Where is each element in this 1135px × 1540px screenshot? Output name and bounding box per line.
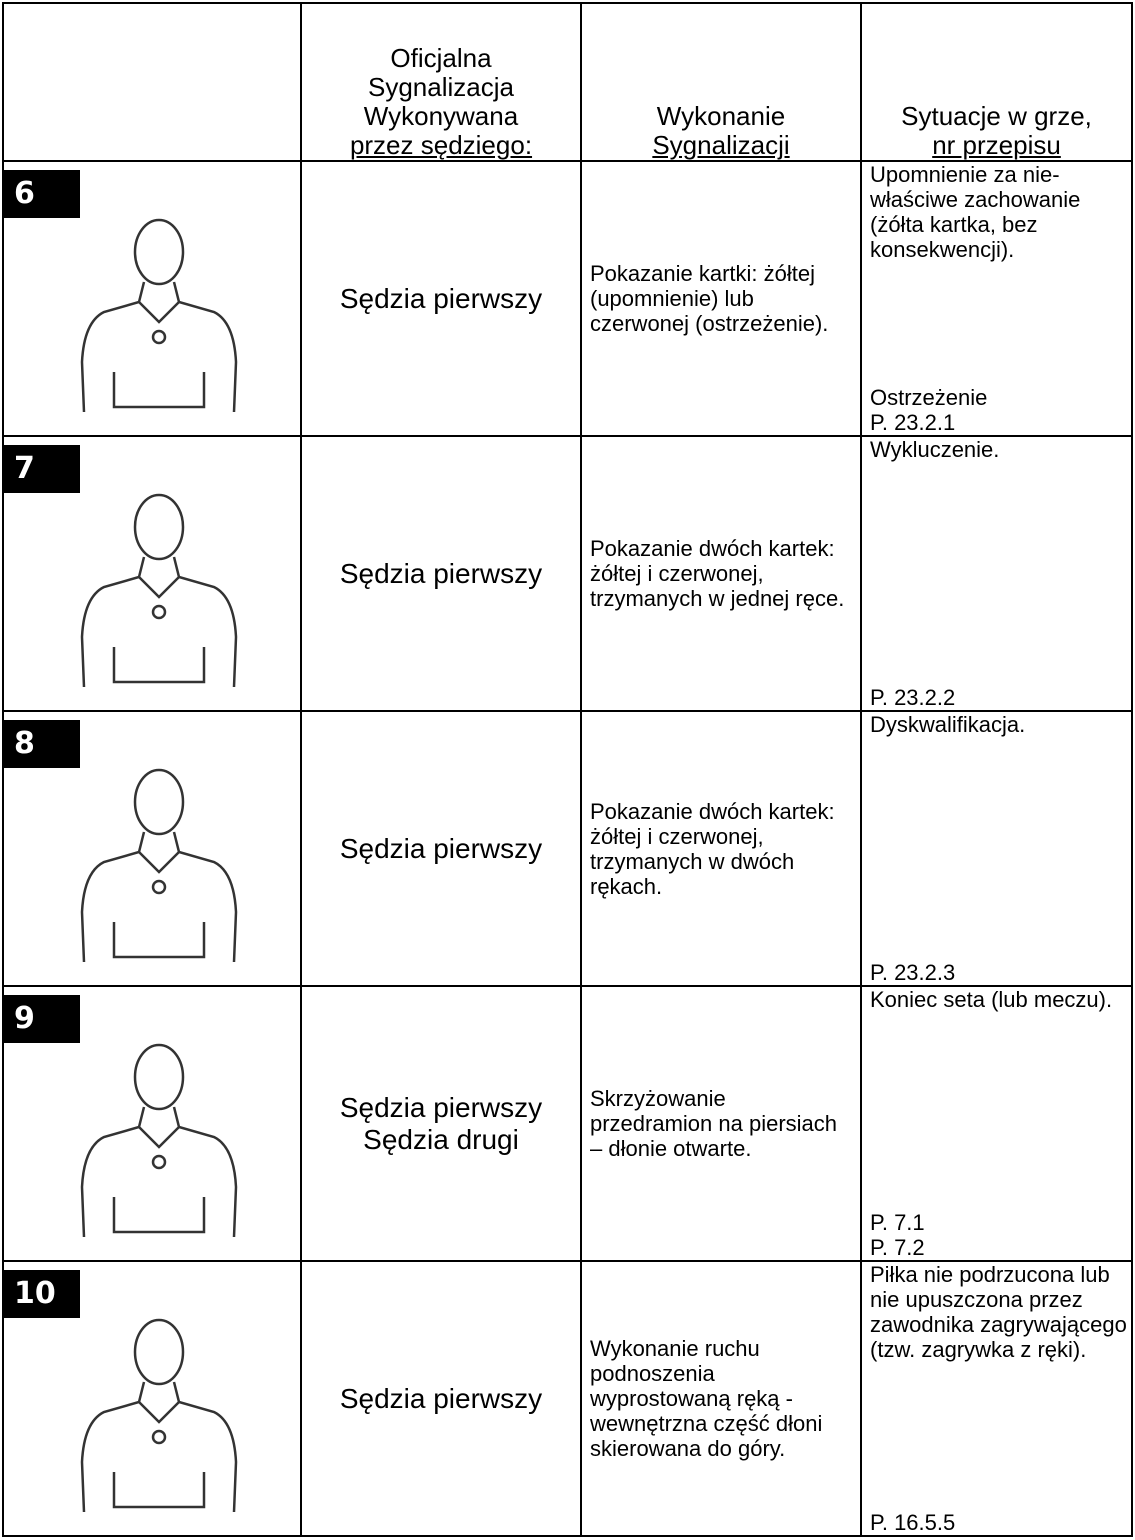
description: Skrzyżowanie przedramion na piersiach – … bbox=[590, 1086, 838, 1161]
header-line: Wykonywana bbox=[363, 101, 519, 131]
signal-number: 7 bbox=[4, 445, 80, 493]
rule-block: P. 7.1 P. 7.2 bbox=[870, 1210, 1127, 1260]
shirt bbox=[112, 851, 206, 959]
referee: Sędzia pierwszy bbox=[339, 282, 543, 314]
whistle bbox=[151, 1154, 167, 1170]
description-cell: Wykonanie ruchu podnoszenia wyprostowaną… bbox=[582, 1262, 862, 1537]
rule-block: Ostrzeżenie P. 23.2.1 bbox=[870, 385, 1127, 435]
shirt bbox=[112, 1401, 206, 1509]
referee-figure bbox=[80, 1043, 238, 1238]
situation: Piłka nie podrzucona lub nie upuszczona … bbox=[870, 1262, 1127, 1362]
header-line: przez sędziego: bbox=[349, 130, 533, 160]
rule: P. 23.2.3 bbox=[870, 960, 956, 985]
referee-figure bbox=[80, 1318, 238, 1513]
header-cell: Sytuacje w grze, nr przepisu bbox=[862, 4, 1133, 162]
figure-cell: 10 bbox=[4, 1262, 302, 1537]
shirt bbox=[112, 576, 206, 684]
body bbox=[80, 556, 238, 688]
head bbox=[133, 768, 185, 836]
referee-figure bbox=[80, 218, 238, 413]
figure-cell: 9 bbox=[4, 987, 302, 1262]
header-cell: Oficjalna Sygnalizacja Wykonywana przez sęd… bbox=[302, 4, 582, 162]
header-line: nr przepisu bbox=[932, 130, 1061, 160]
body bbox=[80, 281, 238, 413]
signal-number: 8 bbox=[4, 720, 80, 768]
header-line: Oficjalna bbox=[390, 43, 492, 73]
referee: Sędzia pierwszy bbox=[339, 1382, 543, 1414]
head bbox=[133, 1043, 185, 1111]
figure-cell: 8 bbox=[4, 712, 302, 987]
signal-number: 6 bbox=[4, 170, 80, 218]
whistle bbox=[151, 879, 167, 895]
whistle bbox=[151, 329, 167, 345]
description-cell: Skrzyżowanie przedramion na piersiach – … bbox=[582, 987, 862, 1262]
body bbox=[80, 831, 238, 963]
situation-cell: Koniec seta (lub meczu). P. 7.1 P. 7.2 bbox=[862, 987, 1133, 1262]
shirt bbox=[112, 301, 206, 409]
rule: P. 23.2.2 bbox=[870, 685, 956, 710]
whistle bbox=[151, 604, 167, 620]
signal-number: 10 bbox=[4, 1270, 80, 1318]
situation: Dyskwalifikacja. bbox=[870, 712, 1026, 737]
situation-cell: Upomnienie za nie-właściwe zachowanie (ż… bbox=[862, 162, 1133, 437]
situation: Koniec seta (lub meczu). bbox=[870, 987, 1113, 1012]
description-cell: Pokazanie kartki: żółtej (upomnienie) lu… bbox=[582, 162, 862, 437]
referee: Sędzia drugi bbox=[363, 1123, 519, 1155]
rule: P. 7.1 bbox=[870, 1210, 925, 1235]
shirt bbox=[112, 1126, 206, 1234]
referee: Sędzia pierwszy bbox=[339, 1091, 543, 1123]
body bbox=[80, 1381, 238, 1513]
referee: Sędzia pierwszy bbox=[339, 832, 543, 864]
description: Pokazanie kartki: żółtej (upomnienie) lu… bbox=[590, 261, 829, 336]
description-cell: Pokazanie dwóch kartek: żółtej i czerwon… bbox=[582, 712, 862, 987]
header-line: Sytuacje w grze, bbox=[901, 101, 1092, 131]
rule: P. 23.2.1 bbox=[870, 410, 956, 435]
referee-cell: Sędzia pierwszy Sędzia drugi bbox=[302, 987, 582, 1262]
description: Pokazanie dwóch kartek: żółtej i czerwon… bbox=[590, 536, 845, 611]
referee-cell: Sędzia pierwszy bbox=[302, 712, 582, 987]
whistle bbox=[151, 1429, 167, 1445]
header-cell: Wykonanie Sygnalizacji bbox=[582, 4, 862, 162]
referee-cell: Sędzia pierwszy bbox=[302, 1262, 582, 1537]
header-line: Sygnalizacja bbox=[368, 72, 514, 102]
description: Wykonanie ruchu podnoszenia wyprostowaną… bbox=[590, 1336, 823, 1461]
head bbox=[133, 1318, 185, 1386]
situation-cell: Dyskwalifikacja. P. 23.2.3 bbox=[862, 712, 1133, 987]
rule: Ostrzeżenie bbox=[870, 385, 988, 410]
situation-cell: Piłka nie podrzucona lub nie upuszczona … bbox=[862, 1262, 1133, 1537]
situation: Wykluczenie. bbox=[870, 437, 1000, 462]
header-line: Wykonanie bbox=[656, 101, 786, 131]
referee: Sędzia pierwszy bbox=[339, 557, 543, 589]
body bbox=[80, 1106, 238, 1238]
description: Pokazanie dwóch kartek: żółtej i czerwon… bbox=[590, 798, 835, 899]
rule: P. 7.2 bbox=[870, 1235, 925, 1260]
rule-block: P. 16.5.5 bbox=[870, 1510, 1127, 1535]
figure-cell: 7 bbox=[4, 437, 302, 712]
situation-cell: Wykluczenie. P. 23.2.2 bbox=[862, 437, 1133, 712]
head bbox=[133, 218, 185, 286]
head bbox=[133, 493, 185, 561]
rule-block: P. 23.2.3 bbox=[870, 960, 1127, 985]
header-empty bbox=[4, 4, 302, 162]
referee-figure bbox=[80, 768, 238, 963]
figure-cell: 6 bbox=[4, 162, 302, 437]
situation: Upomnienie za nie-właściwe zachowanie (ż… bbox=[870, 162, 1081, 262]
referee-figure bbox=[80, 493, 238, 688]
signal-number: 9 bbox=[4, 995, 80, 1043]
description-cell: Pokazanie dwóch kartek: żółtej i czerwon… bbox=[582, 437, 862, 712]
referee-cell: Sędzia pierwszy bbox=[302, 437, 582, 712]
header-line: Sygnalizacji bbox=[652, 130, 790, 160]
rule: P. 16.5.5 bbox=[870, 1510, 956, 1535]
rule-block: P. 23.2.2 bbox=[870, 685, 1127, 710]
referee-cell: Sędzia pierwszy bbox=[302, 162, 582, 437]
